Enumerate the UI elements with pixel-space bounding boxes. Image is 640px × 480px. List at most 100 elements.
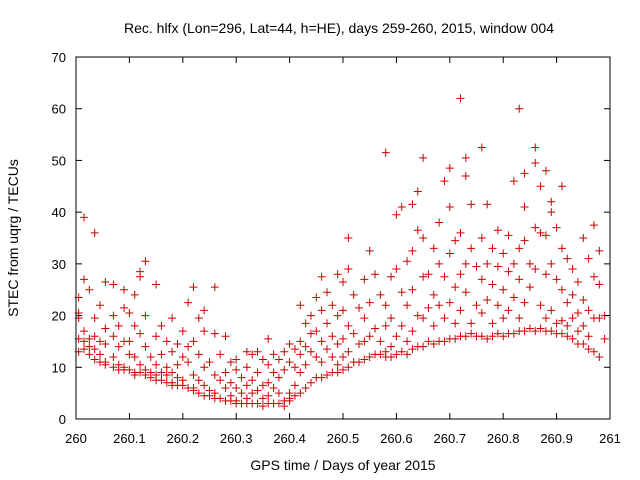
data-point — [109, 352, 118, 361]
data-point — [152, 332, 161, 341]
data-point — [531, 143, 540, 152]
data-point — [573, 277, 582, 286]
data-point — [80, 337, 89, 346]
data-point — [541, 314, 550, 323]
data-point — [248, 376, 257, 385]
data-point — [253, 347, 262, 356]
data-point — [290, 391, 299, 400]
data-point — [595, 280, 604, 289]
data-point — [90, 332, 99, 341]
data-point — [80, 345, 89, 354]
data-point — [317, 373, 326, 382]
data-point — [387, 314, 396, 323]
data-point — [130, 352, 139, 361]
data-point — [146, 352, 155, 361]
data-point — [349, 329, 358, 338]
data-point — [264, 334, 273, 343]
data-point — [360, 275, 369, 284]
data-point — [189, 386, 198, 395]
data-point — [440, 337, 449, 346]
data-point — [258, 402, 267, 411]
data-point — [157, 350, 166, 359]
data-point — [493, 329, 502, 338]
data-points — [74, 94, 609, 411]
x-tick-label: 260.1 — [113, 431, 146, 446]
data-point — [408, 200, 417, 209]
data-point — [371, 270, 380, 279]
data-point — [226, 358, 235, 367]
data-point — [595, 314, 604, 323]
data-point — [541, 166, 550, 175]
data-point — [322, 345, 331, 354]
data-point — [296, 368, 305, 377]
data-point — [237, 373, 246, 382]
data-point — [408, 345, 417, 354]
data-point — [365, 332, 374, 341]
data-point — [258, 394, 267, 403]
data-point — [101, 340, 110, 349]
data-point — [157, 376, 166, 385]
data-point — [173, 340, 182, 349]
data-point — [488, 244, 497, 253]
data-point — [419, 272, 428, 281]
data-point — [258, 355, 267, 364]
data-point — [141, 257, 150, 266]
data-point — [136, 368, 145, 377]
data-point — [269, 350, 278, 359]
data-point — [536, 228, 545, 237]
data-point — [392, 265, 401, 274]
data-point — [125, 337, 134, 346]
data-point — [419, 234, 428, 242]
data-point — [381, 148, 390, 157]
data-point — [424, 303, 433, 312]
data-point — [579, 296, 588, 305]
data-point — [101, 277, 110, 286]
data-point — [477, 308, 486, 317]
data-point — [96, 337, 105, 346]
data-point — [237, 389, 246, 398]
data-point — [563, 254, 572, 263]
data-point — [360, 337, 369, 346]
data-point — [85, 285, 94, 294]
data-point — [232, 365, 241, 374]
data-point — [584, 254, 593, 263]
data-point — [168, 314, 177, 323]
data-point — [269, 383, 278, 392]
data-point — [312, 352, 321, 361]
data-point — [584, 345, 593, 354]
data-point — [504, 306, 513, 315]
data-point — [445, 249, 454, 258]
data-point — [333, 340, 342, 349]
y-tick-label: 10 — [52, 360, 66, 375]
data-point — [461, 153, 470, 162]
data-point — [178, 327, 187, 336]
data-point — [96, 350, 105, 359]
data-point — [515, 244, 524, 253]
data-point — [322, 319, 331, 328]
data-point — [306, 329, 315, 338]
data-point — [221, 383, 230, 392]
data-point — [157, 368, 166, 377]
data-point — [509, 329, 518, 338]
data-point — [499, 285, 508, 294]
data-point — [339, 352, 347, 361]
data-point — [600, 334, 609, 343]
data-point — [189, 371, 198, 380]
data-point — [552, 319, 561, 328]
data-point — [258, 381, 267, 390]
data-point — [557, 244, 566, 253]
y-axis-title: STEC from uqrg / TECUs — [5, 159, 21, 317]
data-point — [365, 352, 374, 361]
data-point — [333, 368, 342, 377]
y-tick-label: 20 — [52, 309, 66, 324]
data-point — [355, 358, 364, 367]
data-point — [242, 347, 251, 356]
data-point — [509, 259, 518, 268]
data-point — [168, 368, 177, 377]
data-point — [85, 334, 94, 343]
data-point — [536, 324, 545, 333]
x-axis-title: GPS time / Days of year 2015 — [250, 457, 435, 473]
data-point — [253, 386, 262, 395]
data-point — [178, 381, 187, 390]
